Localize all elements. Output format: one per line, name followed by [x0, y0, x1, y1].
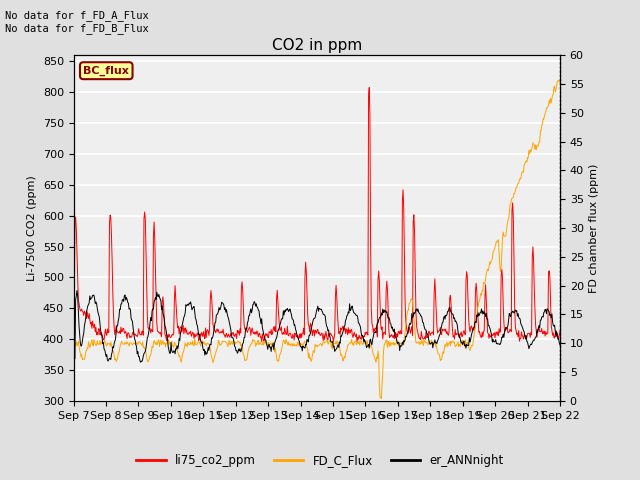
- Y-axis label: Li-7500 CO2 (ppm): Li-7500 CO2 (ppm): [27, 175, 37, 281]
- Text: No data for f_FD_B_Flux: No data for f_FD_B_Flux: [5, 23, 149, 34]
- Text: BC_flux: BC_flux: [83, 66, 129, 76]
- Legend: li75_co2_ppm, FD_C_Flux, er_ANNnight: li75_co2_ppm, FD_C_Flux, er_ANNnight: [131, 449, 509, 472]
- Text: No data for f_FD_A_Flux: No data for f_FD_A_Flux: [5, 11, 149, 22]
- Title: CO2 in ppm: CO2 in ppm: [271, 37, 362, 53]
- Y-axis label: FD chamber flux (ppm): FD chamber flux (ppm): [589, 163, 600, 293]
